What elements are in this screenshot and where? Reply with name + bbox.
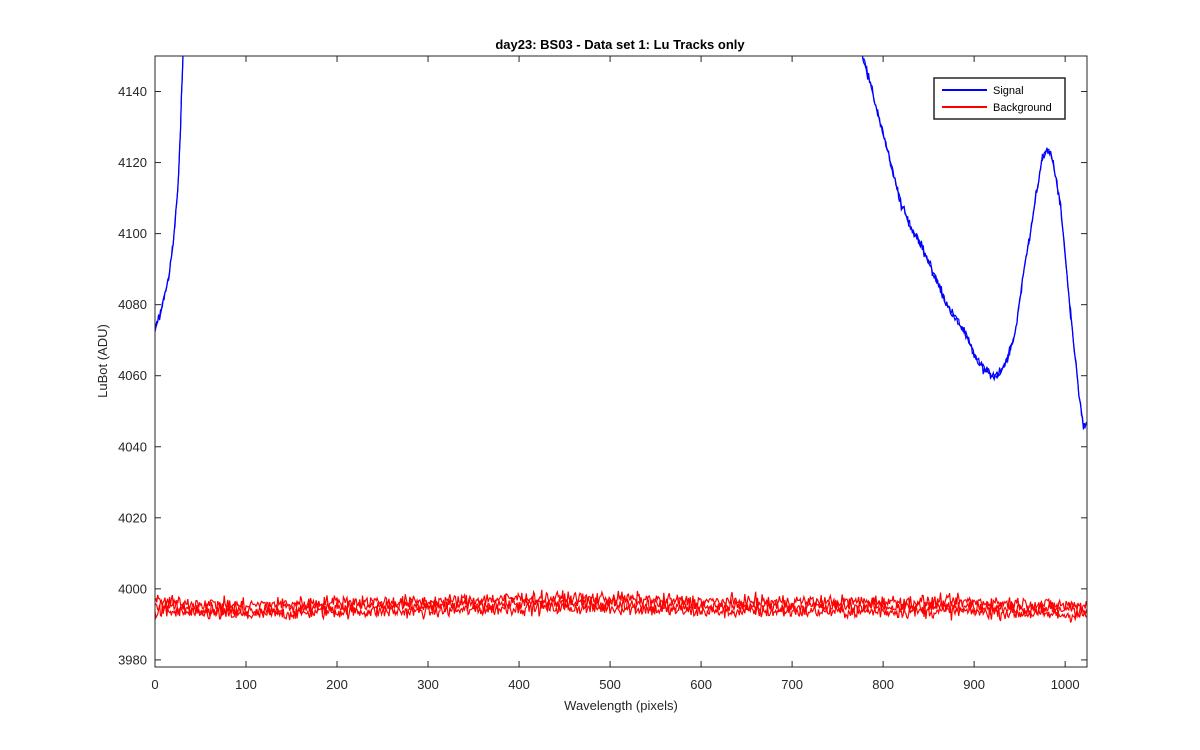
y-tick-label: 4120 bbox=[118, 155, 147, 170]
x-tick-label: 900 bbox=[963, 677, 985, 692]
x-tick-label: 1000 bbox=[1051, 677, 1080, 692]
legend-label-background: Background bbox=[993, 102, 1052, 114]
x-tick-label: 400 bbox=[508, 677, 530, 692]
x-axis-label: Wavelength (pixels) bbox=[564, 698, 678, 713]
x-tick-label: 600 bbox=[690, 677, 712, 692]
legend-label-signal: Signal bbox=[993, 85, 1024, 97]
signal-series-line bbox=[155, 56, 184, 333]
x-tick-label: 700 bbox=[781, 677, 803, 692]
y-tick-label: 4060 bbox=[118, 368, 147, 383]
y-tick-label: 4100 bbox=[118, 226, 147, 241]
y-axis-label: LuBot (ADU) bbox=[95, 324, 110, 398]
y-tick-label: 4040 bbox=[118, 439, 147, 454]
y-tick-label: 4020 bbox=[118, 510, 147, 525]
x-tick-label: 300 bbox=[417, 677, 439, 692]
series-layer bbox=[155, 56, 1087, 623]
legend-box bbox=[933, 77, 1066, 120]
plot-frame bbox=[154, 55, 1088, 668]
background-series-line bbox=[155, 589, 1087, 613]
y-tick-label: 3980 bbox=[118, 652, 147, 667]
y-axis: 3980 4000 4020 4040 4060 4080 4100 4120 4140 bbox=[118, 84, 1087, 667]
chart-title: day23: BS03 - Data set 1: Lu Tracks only bbox=[495, 37, 745, 52]
x-tick-label: 500 bbox=[599, 677, 621, 692]
y-tick-label: 4080 bbox=[118, 297, 147, 312]
x-axis: 0 100 200 300 400 500 600 700 800 900 1000 bbox=[151, 56, 1080, 692]
x-tick-label: 100 bbox=[235, 677, 257, 692]
legend: Signal Background bbox=[933, 77, 1066, 120]
x-tick-label: 200 bbox=[326, 677, 348, 692]
signal-series-line bbox=[861, 56, 1087, 431]
y-tick-label: 4140 bbox=[118, 84, 147, 99]
x-tick-label: 800 bbox=[872, 677, 894, 692]
x-tick-label: 0 bbox=[151, 677, 158, 692]
y-tick-label: 4000 bbox=[118, 581, 147, 596]
plot-background bbox=[155, 56, 1087, 667]
plot-area bbox=[154, 55, 1088, 668]
